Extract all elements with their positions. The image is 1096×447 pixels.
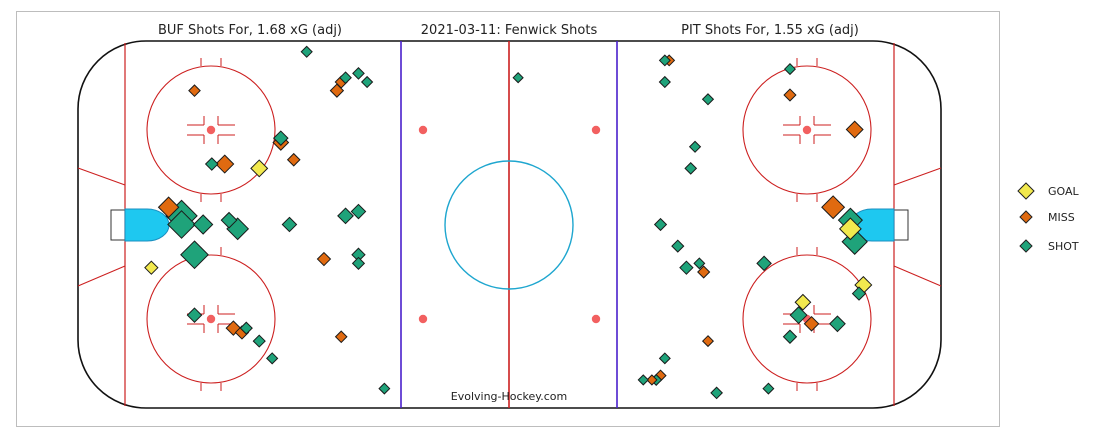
shot-marker-buf-miss xyxy=(316,251,332,267)
shot-marker-pit-goal xyxy=(794,293,812,311)
shot-marker-pit-shot xyxy=(789,306,808,325)
neutral-dot-lb xyxy=(418,314,428,324)
neutral-dot-rb xyxy=(591,314,601,324)
shot-marker-pit-miss xyxy=(783,88,797,102)
shot-marker-pit-shot xyxy=(637,374,649,386)
shot-marker-pit-shot xyxy=(851,286,867,301)
shot-marker-pit-miss xyxy=(821,195,846,220)
shot-marker-pit-shot xyxy=(688,140,702,153)
shot-marker-pit-shot xyxy=(701,93,715,106)
shot-marker-pit-shot xyxy=(653,217,668,232)
shot-marker-buf-goal xyxy=(144,260,159,275)
shot-marker-pit-miss xyxy=(697,265,711,279)
faceoff-circle-rt xyxy=(742,65,872,195)
shot-marker-buf-shot xyxy=(266,352,279,365)
shot-marker-buf-shot xyxy=(252,334,266,348)
faceoff-dot xyxy=(206,125,216,135)
shot-marker-pit-shot xyxy=(658,75,671,89)
shot-marker-buf-shot xyxy=(167,210,196,239)
faceoff-circle-lt xyxy=(146,65,276,195)
left-net xyxy=(110,209,125,241)
shot-marker-pit-shot xyxy=(783,63,796,76)
faceoff-dot xyxy=(206,314,216,324)
shot-marker-buf-miss xyxy=(157,196,180,219)
shot-marker-buf-shot xyxy=(378,382,391,395)
shot-marker-buf-miss xyxy=(188,84,201,98)
shot-marker-pit-shot xyxy=(710,386,723,400)
shot-marker-buf-shot xyxy=(300,45,313,58)
shot-marker-pit-miss xyxy=(803,315,820,332)
shot-marker-buf-shot xyxy=(239,321,253,335)
neutral-dot-rt xyxy=(591,125,601,135)
title-left: BUF Shots For, 1.68 xG (adj) xyxy=(158,23,342,38)
shot-marker-buf-shot xyxy=(352,67,365,80)
credit-text: Evolving-Hockey.com xyxy=(451,390,567,403)
shot-marker-buf-miss xyxy=(286,152,301,167)
shot-marker-buf-miss xyxy=(334,330,348,344)
shot-marker-buf-shot xyxy=(220,211,238,229)
shot-marker-buf-goal xyxy=(250,159,269,178)
left-crease xyxy=(124,208,170,242)
shot-marker-buf-shot xyxy=(192,214,214,235)
legend-goal-marker xyxy=(1017,182,1035,200)
center-circle xyxy=(444,160,574,290)
right-trapezoid-top xyxy=(893,167,942,186)
shot-marker-pit-shot xyxy=(693,257,706,270)
shot-marker-pit-shot xyxy=(658,54,671,67)
title-center: 2021-03-11: Fenwick Shots xyxy=(421,23,598,38)
shot-marker-pit-miss xyxy=(845,120,864,139)
shot-marker-pit-shot xyxy=(829,315,846,333)
shot-marker-buf-miss xyxy=(215,154,235,174)
shot-marker-pit-shot xyxy=(658,352,671,365)
faceoff-dot xyxy=(802,125,812,135)
shot-marker-buf-shot xyxy=(281,216,298,233)
faceoff-circle-rb xyxy=(742,254,872,384)
shot-marker-pit-miss xyxy=(646,374,658,386)
shot-marker-pit-shot xyxy=(762,382,775,395)
legend-miss-label: MISS xyxy=(1048,211,1075,224)
shot-marker-buf-shot xyxy=(204,157,219,171)
shot-marker-buf-shot xyxy=(351,256,366,270)
shot-marker-pit-shot xyxy=(684,162,698,175)
faceoff-circle-lb xyxy=(146,254,276,384)
shot-markers xyxy=(144,45,873,400)
shot-marker-buf-shot xyxy=(186,307,203,323)
left-trapezoid-top xyxy=(77,167,126,186)
right-net xyxy=(894,209,909,241)
shot-marker-pit-miss xyxy=(701,335,714,348)
shot-marker-pit-shot xyxy=(671,239,685,253)
shot-marker-buf-shot xyxy=(339,71,352,85)
shot-marker-buf-shot xyxy=(360,75,374,89)
shot-marker-buf-shot xyxy=(337,207,354,225)
neutral-dot-lt xyxy=(418,125,428,135)
legend-shot-label: SHOT xyxy=(1048,240,1079,253)
shot-marker-pit-shot xyxy=(756,255,772,272)
shot-marker-pit-goal xyxy=(838,217,862,241)
shot-marker-pit-shot xyxy=(512,72,524,84)
faceoff-circles xyxy=(146,65,872,384)
right-trapezoid-bottom xyxy=(893,265,942,287)
legend: GOAL MISS SHOT xyxy=(1017,182,1080,253)
shot-marker-pit-shot xyxy=(679,260,694,275)
shot-marker-buf-shot xyxy=(272,130,289,146)
title-right: PIT Shots For, 1.55 xG (adj) xyxy=(681,23,859,38)
left-trapezoid-bottom xyxy=(77,265,126,287)
legend-miss-marker xyxy=(1019,210,1033,224)
shot-marker-buf-shot xyxy=(180,240,209,270)
shot-marker-pit-shot xyxy=(782,329,798,344)
legend-shot-marker xyxy=(1019,239,1033,253)
legend-goal-label: GOAL xyxy=(1048,185,1080,198)
shot-marker-buf-shot xyxy=(350,203,367,220)
